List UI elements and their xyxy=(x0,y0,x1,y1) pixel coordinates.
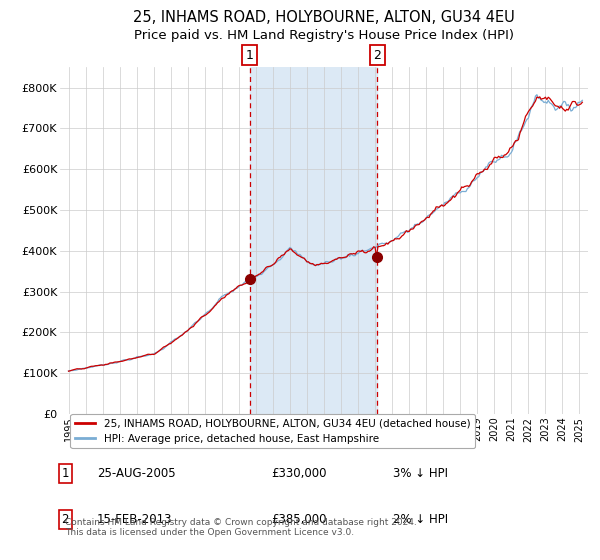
Text: Contains HM Land Registry data © Crown copyright and database right 2024.
This d: Contains HM Land Registry data © Crown c… xyxy=(65,518,417,538)
Legend: 25, INHAMS ROAD, HOLYBOURNE, ALTON, GU34 4EU (detached house), HPI: Average pric: 25, INHAMS ROAD, HOLYBOURNE, ALTON, GU34… xyxy=(70,414,475,448)
Text: 25-AUG-2005: 25-AUG-2005 xyxy=(97,467,176,480)
Text: 1: 1 xyxy=(246,49,254,62)
Text: 1: 1 xyxy=(62,467,69,480)
Bar xyxy=(250,67,377,414)
Text: 2: 2 xyxy=(373,49,381,62)
Text: Price paid vs. HM Land Registry's House Price Index (HPI): Price paid vs. HM Land Registry's House … xyxy=(134,29,514,42)
Text: £385,000: £385,000 xyxy=(271,514,327,526)
Text: 25, INHAMS ROAD, HOLYBOURNE, ALTON, GU34 4EU: 25, INHAMS ROAD, HOLYBOURNE, ALTON, GU34… xyxy=(133,10,515,25)
Text: £330,000: £330,000 xyxy=(271,467,327,480)
Text: 2% ↓ HPI: 2% ↓ HPI xyxy=(392,514,448,526)
Text: 3% ↓ HPI: 3% ↓ HPI xyxy=(392,467,448,480)
Text: 15-FEB-2013: 15-FEB-2013 xyxy=(97,514,172,526)
Text: 2: 2 xyxy=(62,514,69,526)
